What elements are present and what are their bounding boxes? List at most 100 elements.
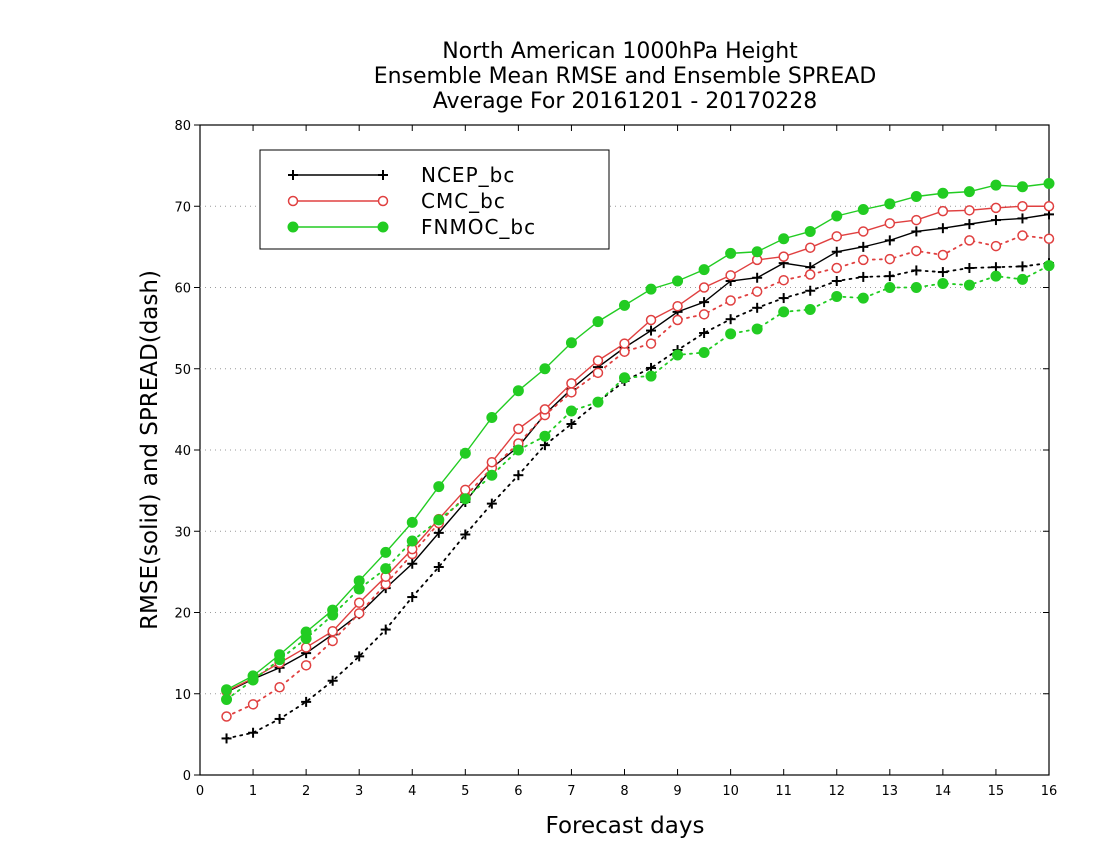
rmse-point-fnmoc-bc bbox=[539, 363, 551, 375]
spread-line-cmc-bc bbox=[225, 234, 1050, 718]
spread-point-fnmoc-bc bbox=[539, 430, 551, 442]
rmse-point-fnmoc-bc bbox=[406, 516, 418, 528]
spread-point-ncep-bc bbox=[884, 271, 895, 282]
x-tick-label: 15 bbox=[988, 784, 1005, 799]
y-tick-label: 0 bbox=[183, 769, 191, 784]
legend-item-fnmoc-bc: FNMOC_bc bbox=[287, 215, 535, 239]
legend-marker bbox=[377, 195, 389, 207]
rmse-point-ncep-bc bbox=[964, 219, 975, 230]
x-tick-label: 2 bbox=[302, 784, 310, 799]
x-tick-label: 6 bbox=[514, 784, 522, 799]
spread-point-ncep-bc bbox=[327, 675, 338, 686]
spread-point-fnmoc-bc bbox=[1043, 260, 1055, 272]
rmse-point-cmc-bc bbox=[672, 300, 683, 312]
spread-point-cmc-bc bbox=[592, 367, 604, 379]
rmse-point-cmc-bc bbox=[911, 214, 922, 226]
title-line-2: Ensemble Mean RMSE and Ensemble SPREAD bbox=[374, 64, 877, 89]
spread-point-cmc-bc bbox=[698, 309, 710, 320]
rmse-point-fnmoc-bc bbox=[327, 604, 339, 616]
rmse-point-cmc-bc bbox=[884, 218, 896, 229]
rmse-line-ncep-bc bbox=[226, 213, 1050, 693]
chart-title: North American 1000hPa Height Ensemble M… bbox=[374, 39, 877, 114]
rmse-point-fnmoc-bc bbox=[963, 186, 975, 198]
rmse-point-fnmoc-bc bbox=[990, 179, 1002, 191]
rmse-point-cmc-bc bbox=[327, 625, 338, 637]
series-cmc-bc bbox=[221, 201, 1055, 722]
rmse-point-fnmoc-bc bbox=[1043, 178, 1055, 189]
spread-point-fnmoc-bc bbox=[1016, 273, 1028, 285]
spread-point-ncep-bc bbox=[699, 328, 710, 338]
y-tick-label: 30 bbox=[174, 525, 191, 540]
spread-point-cmc-bc bbox=[1043, 233, 1055, 244]
x-tick-label: 8 bbox=[620, 784, 628, 799]
spread-point-ncep-bc bbox=[221, 733, 232, 744]
spread-point-fnmoc-bc bbox=[884, 282, 896, 293]
series-layer bbox=[221, 178, 1055, 744]
spread-point-ncep-bc bbox=[566, 419, 577, 429]
legend-label-cmc-bc: CMC_bc bbox=[421, 189, 506, 213]
rmse-point-cmc-bc bbox=[990, 202, 1002, 214]
legend-marker bbox=[377, 221, 389, 233]
spread-point-fnmoc-bc bbox=[751, 323, 763, 335]
rmse-point-fnmoc-bc bbox=[353, 575, 365, 587]
rmse-point-cmc-bc bbox=[460, 484, 471, 496]
rmse-point-fnmoc-bc bbox=[592, 316, 604, 328]
rmse-point-fnmoc-bc bbox=[645, 283, 657, 295]
spread-point-fnmoc-bc bbox=[565, 405, 577, 417]
spread-point-fnmoc-bc bbox=[645, 370, 657, 382]
spread-point-fnmoc-bc bbox=[592, 396, 604, 408]
spread-point-ncep-bc bbox=[460, 529, 471, 540]
legend-item-ncep-bc: NCEP_bc bbox=[288, 163, 514, 187]
spread-point-fnmoc-bc bbox=[831, 290, 843, 302]
spread-point-fnmoc-bc bbox=[725, 328, 737, 340]
spread-point-cmc-bc bbox=[884, 253, 896, 265]
y-tick-label: 50 bbox=[174, 363, 191, 378]
spread-point-ncep-bc bbox=[407, 592, 418, 603]
x-tick-label: 9 bbox=[673, 784, 681, 799]
x-tick-label: 10 bbox=[722, 784, 739, 799]
spread-point-ncep-bc bbox=[858, 271, 869, 282]
rmse-point-ncep-bc bbox=[752, 272, 763, 283]
rmse-point-cmc-bc bbox=[725, 270, 736, 281]
spread-point-cmc-bc bbox=[831, 262, 842, 274]
rmse-point-cmc-bc bbox=[698, 282, 710, 293]
rmse-point-cmc-bc bbox=[858, 226, 869, 237]
rmse-point-ncep-bc bbox=[831, 246, 842, 257]
spread-point-fnmoc-bc bbox=[380, 563, 392, 575]
x-tick-label: 13 bbox=[882, 784, 899, 799]
spread-point-fnmoc-bc bbox=[512, 444, 524, 456]
spread-point-ncep-bc bbox=[301, 696, 312, 707]
rmse-point-cmc-bc bbox=[486, 456, 498, 468]
rmse-point-cmc-bc bbox=[831, 231, 842, 242]
spread-point-fnmoc-bc bbox=[937, 277, 949, 289]
rmse-point-cmc-bc bbox=[353, 597, 365, 608]
spread-point-fnmoc-bc bbox=[672, 349, 684, 361]
rmse-point-fnmoc-bc bbox=[884, 198, 896, 210]
spread-point-ncep-bc bbox=[805, 285, 816, 296]
rmse-point-cmc-bc bbox=[1017, 201, 1028, 212]
spread-point-ncep-bc bbox=[937, 267, 948, 278]
spread-point-ncep-bc bbox=[248, 727, 259, 738]
y-tick-label: 40 bbox=[174, 444, 191, 459]
rmse-point-fnmoc-bc bbox=[274, 649, 286, 661]
spread-point-ncep-bc bbox=[380, 624, 391, 635]
y-tick-label: 10 bbox=[174, 688, 191, 703]
rmse-point-ncep-bc bbox=[646, 325, 657, 336]
rmse-point-fnmoc-bc bbox=[751, 246, 763, 258]
x-tick-label: 7 bbox=[567, 784, 575, 799]
x-tick-label: 0 bbox=[196, 784, 204, 799]
spread-point-cmc-bc bbox=[937, 249, 949, 261]
spread-point-fnmoc-bc bbox=[619, 372, 630, 384]
rmse-point-fnmoc-bc bbox=[1016, 181, 1028, 193]
rmse-point-ncep-bc bbox=[407, 558, 418, 569]
legend-marker bbox=[287, 195, 299, 207]
rmse-point-fnmoc-bc bbox=[459, 447, 471, 459]
x-tick-label: 4 bbox=[408, 784, 416, 799]
spread-point-fnmoc-bc bbox=[963, 279, 975, 291]
rmse-point-fnmoc-bc bbox=[804, 225, 816, 237]
x-axis-label: Forecast days bbox=[546, 813, 705, 839]
legend-item-cmc-bc: CMC_bc bbox=[287, 189, 506, 213]
rmse-line-cmc-bc bbox=[226, 205, 1049, 692]
